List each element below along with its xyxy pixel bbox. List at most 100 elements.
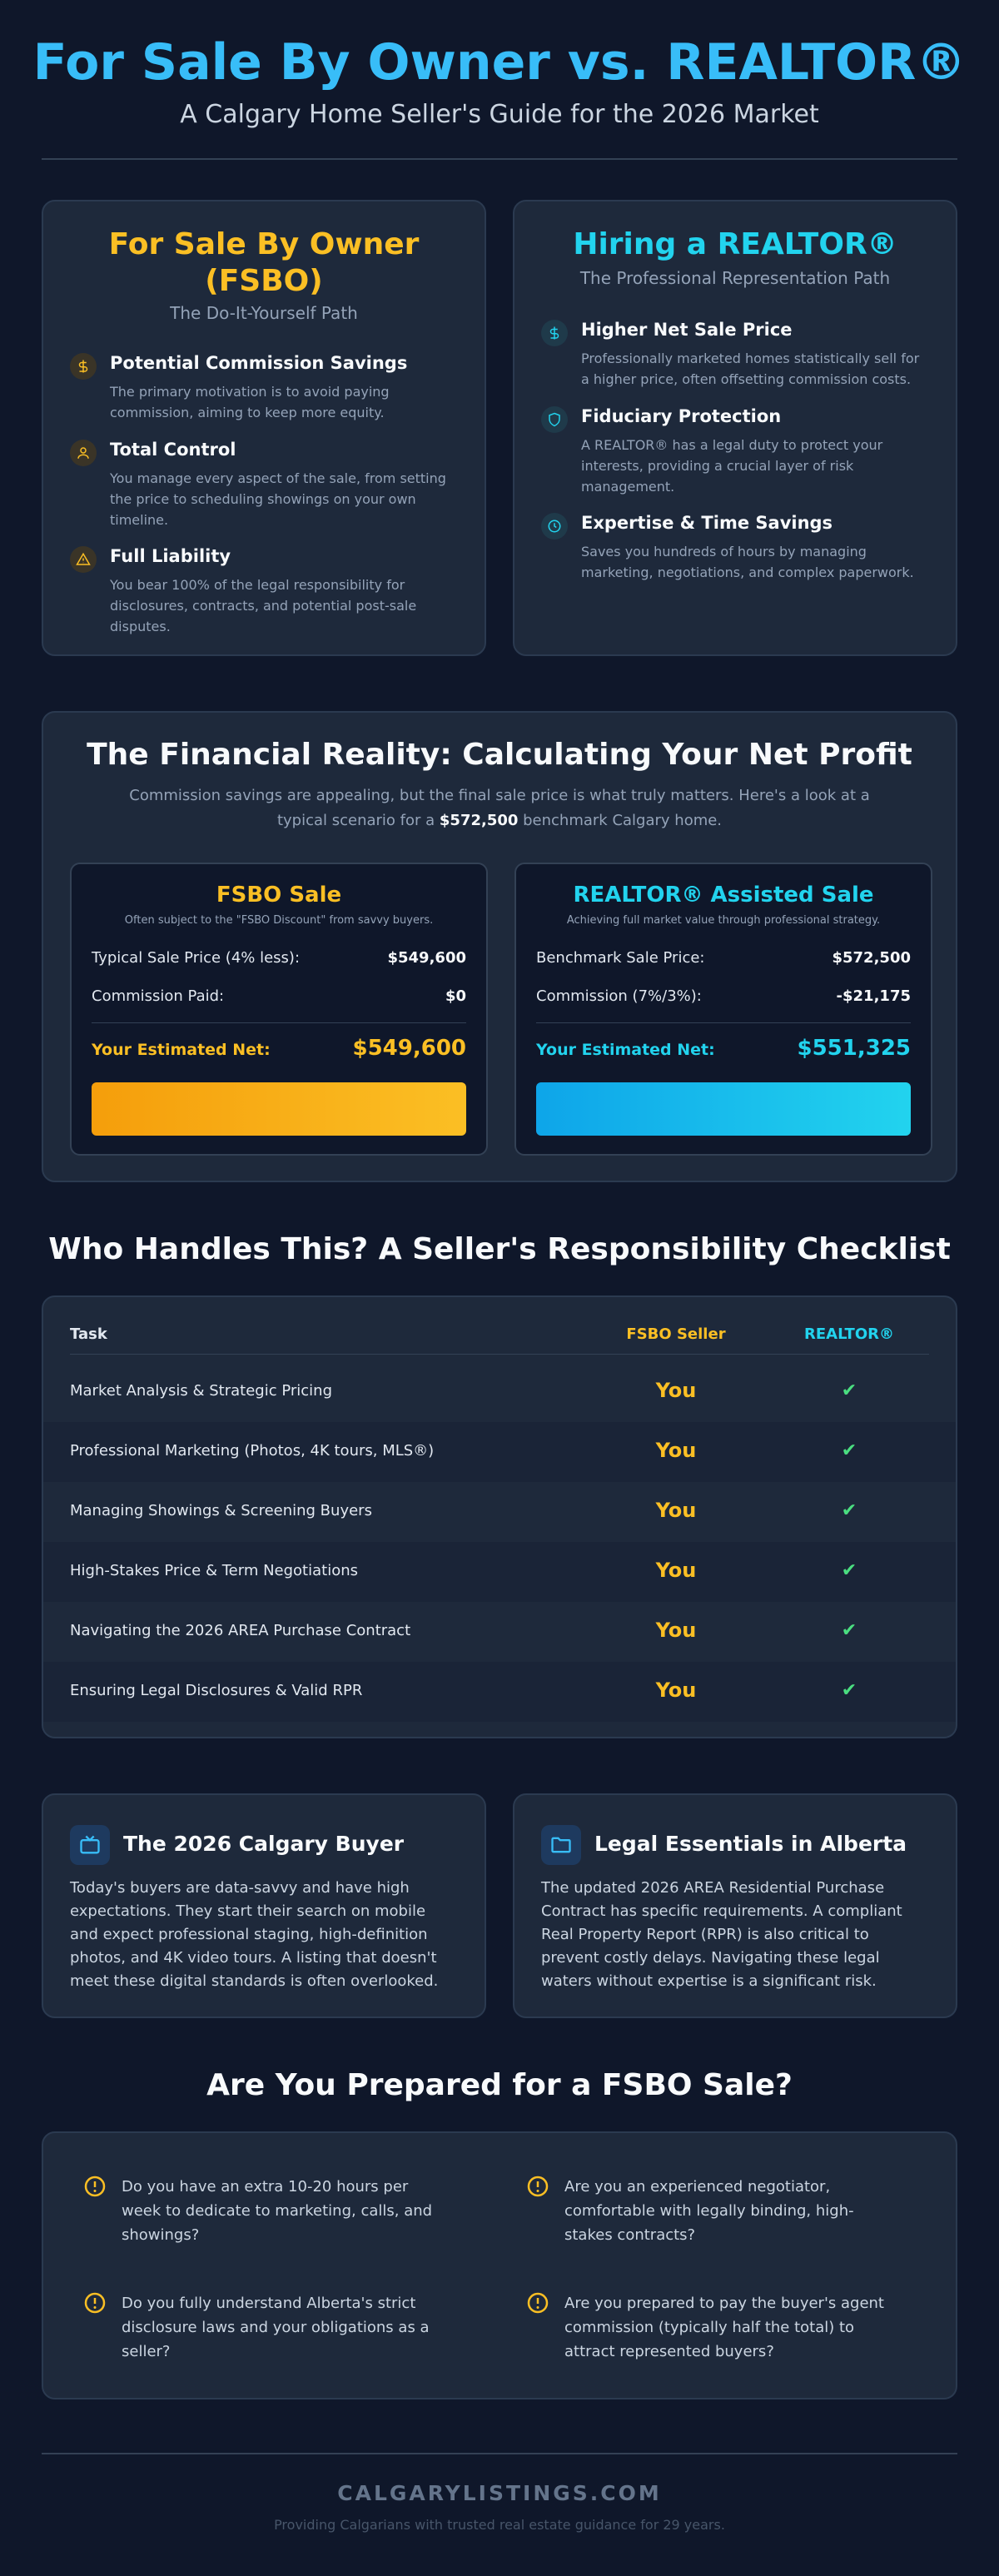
question-text: Do you fully understand Alberta's strict…	[122, 2295, 430, 2360]
realtor-path-title: Hiring a REALTOR®	[573, 227, 897, 261]
feature-text: You manage every aspect of the sale, fro…	[110, 470, 446, 528]
header-divider	[42, 158, 957, 160]
task-label: Navigating the 2026 AREA Purchase Contra…	[70, 1622, 411, 1639]
row-value: $0	[445, 987, 466, 1005]
feature-text: You bear 100% of the legal responsibilit…	[110, 577, 417, 634]
fsbo-sale-note: Often subject to the "FSBO Discount" fro…	[124, 914, 434, 927]
fsbo-sale-box: FSBO Sale Often subject to the "FSBO Dis…	[70, 863, 488, 1156]
legal-info-text: The updated 2026 AREA Residential Purcha…	[541, 1879, 902, 1990]
fsbo-net-bar	[92, 1082, 466, 1136]
realtor-net-bar	[536, 1082, 911, 1136]
fsbo-responsibility: You	[655, 1379, 697, 1402]
table-row: Market Analysis & Strategic Pricing You ✔	[43, 1362, 956, 1422]
realtor-sale-title: REALTOR® Assisted Sale	[573, 883, 874, 908]
check-icon: ✔	[841, 1680, 857, 1701]
table-row: Ensuring Legal Disclosures & Valid RPR Yo…	[43, 1662, 956, 1722]
feature-text: Professionally marketed homes statistica…	[581, 351, 920, 387]
legal-info-title: Legal Essentials in Alberta	[594, 1832, 907, 1856]
net-value: $551,325	[797, 1036, 911, 1061]
table-row: Professional Marketing (Photos, 4K tours…	[43, 1422, 956, 1482]
check-icon: ✔	[841, 1560, 857, 1581]
row-value: $549,600	[387, 949, 466, 967]
financial-section: The Financial Reality: Calculating Your …	[42, 711, 957, 1182]
footer-divider	[42, 2453, 957, 2454]
realtor-sale-note: Achieving full market value through prof…	[566, 914, 881, 927]
buyer-info-card: The 2026 Calgary Buyer Today's buyers ar…	[42, 1793, 486, 2018]
realtor-commission-row: Commission (7%/3%): -$21,175	[536, 987, 911, 1005]
question-text: Do you have an extra 10-20 hours per wee…	[122, 2178, 433, 2244]
feature-title: Potential Commission Savings	[110, 353, 408, 373]
footer-brand: CALGARYLISTINGS.COM	[337, 2481, 662, 2505]
column-header-realtor: REALTOR®	[803, 1325, 895, 1343]
fsbo-commission-row: Commission Paid: $0	[92, 987, 466, 1005]
row-divider	[536, 1022, 911, 1023]
feature-title: Expertise & Time Savings	[581, 513, 833, 533]
net-label: Your Estimated Net:	[92, 1041, 271, 1059]
check-icon: ✔	[841, 1440, 857, 1461]
net-label: Your Estimated Net:	[536, 1041, 715, 1059]
task-label: High-Stakes Price & Term Negotiations	[70, 1562, 358, 1579]
row-label: Benchmark Sale Price:	[536, 949, 705, 967]
row-label: Typical Sale Price (4% less):	[92, 949, 301, 967]
buyer-info-text: Today's buyers are data-savvy and have h…	[70, 1879, 439, 1990]
clock-icon	[541, 513, 568, 540]
page-subtitle: A Calgary Home Seller's Guide for the 20…	[180, 100, 819, 129]
page-title: For Sale By Owner vs. REALTOR®	[32, 33, 967, 92]
realtor-sale-box: REALTOR® Assisted Sale Achieving full ma…	[514, 863, 932, 1156]
user-icon	[70, 440, 97, 466]
table-row: Managing Showings & Screening Buyers You ✔	[43, 1482, 956, 1542]
question-text: Are you prepared to pay the buyer's agen…	[564, 2295, 884, 2360]
checklist-title: Who Handles This? A Seller's Responsibil…	[48, 1232, 951, 1266]
task-label: Ensuring Legal Disclosures & Valid RPR	[70, 1682, 363, 1699]
feature-title: Total Control	[110, 440, 236, 460]
fsbo-responsibility: You	[655, 1439, 697, 1462]
net-value: $549,600	[352, 1036, 466, 1061]
feature-title: Full Liability	[110, 546, 231, 566]
realtor-path-subtitle: The Professional Representation Path	[579, 268, 891, 288]
folder-icon	[541, 1825, 581, 1865]
question-text: Are you an experienced negotiator, comfo…	[564, 2178, 854, 2244]
tv-icon	[70, 1825, 110, 1865]
check-icon: ✔	[841, 1500, 857, 1521]
check-icon: ✔	[841, 1620, 857, 1641]
shield-icon	[541, 406, 568, 433]
row-value: -$21,175	[836, 987, 911, 1005]
feature-title: Fiduciary Protection	[581, 406, 782, 426]
row-divider	[92, 1022, 466, 1023]
realtor-net-row: Your Estimated Net: $551,325	[536, 1036, 911, 1061]
prepared-questions-card: Do you have an extra 10-20 hours per wee…	[42, 2131, 957, 2399]
task-label: Market Analysis & Strategic Pricing	[70, 1382, 332, 1400]
feature-title: Higher Net Sale Price	[581, 320, 793, 340]
task-label: Managing Showings & Screening Buyers	[70, 1502, 372, 1519]
task-label: Professional Marketing (Photos, 4K tours…	[70, 1442, 435, 1460]
fsbo-responsibility: You	[655, 1559, 697, 1582]
fsbo-path-subtitle: The Do-It-Yourself Path	[170, 303, 358, 323]
financial-desc-text-end: benchmark Calgary home.	[518, 812, 723, 829]
column-header-fsbo: FSBO Seller	[626, 1325, 726, 1343]
realtor-path-card: Hiring a REALTOR® The Professional Repre…	[513, 200, 957, 656]
table-row: Navigating the 2026 AREA Purchase Contra…	[43, 1602, 956, 1662]
footer-note: Providing Calgarians with trusted real e…	[274, 2517, 725, 2533]
column-header-task: Task	[70, 1325, 107, 1343]
fsbo-path-title: For Sale By Owner (FSBO)	[43, 226, 485, 300]
financial-title: The Financial Reality: Calculating Your …	[87, 738, 912, 772]
fsbo-title-line2: (FSBO)	[205, 264, 323, 298]
row-label: Commission (7%/3%):	[536, 987, 702, 1005]
dollar-icon	[541, 320, 568, 346]
alert-icon	[84, 2176, 106, 2197]
fsbo-responsibility: You	[655, 1619, 697, 1642]
alert-icon	[527, 2176, 549, 2197]
benchmark-price: $572,500	[439, 812, 519, 829]
dollar-icon	[70, 353, 97, 380]
fsbo-responsibility: You	[655, 1678, 697, 1702]
fsbo-price-row: Typical Sale Price (4% less): $549,600	[92, 949, 466, 967]
feature-text: The primary motivation is to avoid payin…	[110, 384, 390, 420]
fsbo-title-line1: For Sale By Owner	[108, 227, 420, 261]
alert-icon	[84, 2292, 106, 2314]
row-value: $572,500	[832, 949, 911, 967]
header-divider	[70, 1354, 929, 1355]
table-row: High-Stakes Price & Term Negotiations You…	[43, 1542, 956, 1602]
legal-info-card: Legal Essentials in Alberta The updated …	[513, 1793, 957, 2018]
buyer-info-title: The 2026 Calgary Buyer	[123, 1832, 405, 1856]
